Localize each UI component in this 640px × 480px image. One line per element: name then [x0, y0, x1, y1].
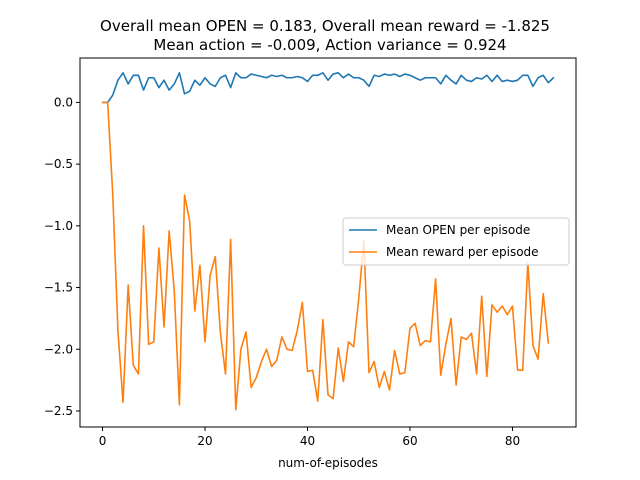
- y-tick-label: 0.0: [54, 95, 73, 109]
- series-line-mean-reward: [101, 101, 550, 411]
- legend-label-mean-reward: Mean reward per episode: [386, 245, 539, 259]
- legend-box: [342, 217, 570, 266]
- x-tick-label: 20: [197, 434, 212, 448]
- y-tick-label: −2.0: [44, 342, 73, 356]
- y-tick-label: −1.5: [44, 281, 73, 295]
- x-tick-label: 60: [402, 434, 417, 448]
- legend: Mean OPEN per episode Mean reward per ep…: [342, 217, 570, 266]
- y-tick-label: −0.5: [44, 157, 73, 171]
- plot-area: [101, 72, 555, 411]
- chart-title-line-1: Overall mean OPEN = 0.183, Overall mean …: [100, 17, 550, 35]
- x-tick-label: 80: [505, 434, 520, 448]
- x-axis-label: num-of-episodes: [278, 456, 378, 470]
- series-line-mean-open: [101, 72, 555, 104]
- y-axis: 0.0 −0.5 −1.0 −1.5 −2.0 −2.5: [44, 95, 80, 418]
- x-tick-label: 40: [300, 434, 315, 448]
- legend-label-mean-open: Mean OPEN per episode: [386, 223, 530, 237]
- chart-title-line-2: Mean action = -0.009, Action variance = …: [153, 36, 506, 54]
- y-tick-label: −2.5: [44, 404, 73, 418]
- axes-frame: [79, 57, 577, 428]
- x-tick-label: 0: [99, 434, 107, 448]
- x-axis: 0 20 40 60 80: [99, 427, 520, 448]
- y-tick-label: −1.0: [44, 219, 73, 233]
